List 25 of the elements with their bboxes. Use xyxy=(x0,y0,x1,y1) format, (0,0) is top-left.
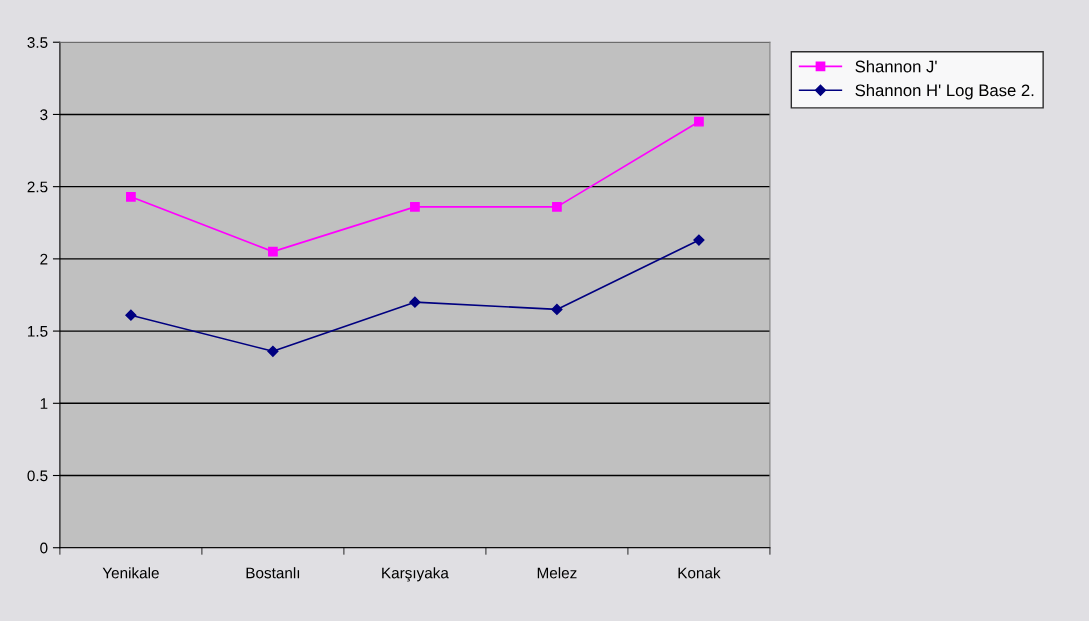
point xyxy=(126,191,136,202)
y-tick-label: 3.5 xyxy=(27,37,48,48)
point xyxy=(267,345,279,357)
x-tick-label: Bostanlı xyxy=(246,567,300,579)
point xyxy=(552,202,562,212)
y-tick-label: 1 xyxy=(40,398,48,409)
y-tick-label: 0 xyxy=(40,542,48,554)
y-tick-label: 1.5 xyxy=(28,326,48,337)
x-tick-label: Konak xyxy=(678,567,721,579)
y-tick-label: 0.5 xyxy=(27,470,48,482)
y-tick-label: 2 xyxy=(40,253,48,265)
point xyxy=(410,202,420,212)
y-tick-label: 3 xyxy=(40,109,48,121)
point xyxy=(694,116,704,127)
point xyxy=(551,303,563,316)
point xyxy=(268,246,278,257)
x-tick-label: Karşıyaka xyxy=(382,567,449,582)
y-tick-label: 2.5 xyxy=(27,181,48,193)
legend-label: Shannon H' Log Base 2. xyxy=(855,84,1034,100)
legend-label: Shannon J' xyxy=(855,60,937,73)
point xyxy=(125,309,137,321)
x-tick-label: Melez xyxy=(537,567,577,579)
point xyxy=(693,234,705,246)
x-tick-label: Yenikale xyxy=(102,567,159,579)
point xyxy=(409,296,421,308)
